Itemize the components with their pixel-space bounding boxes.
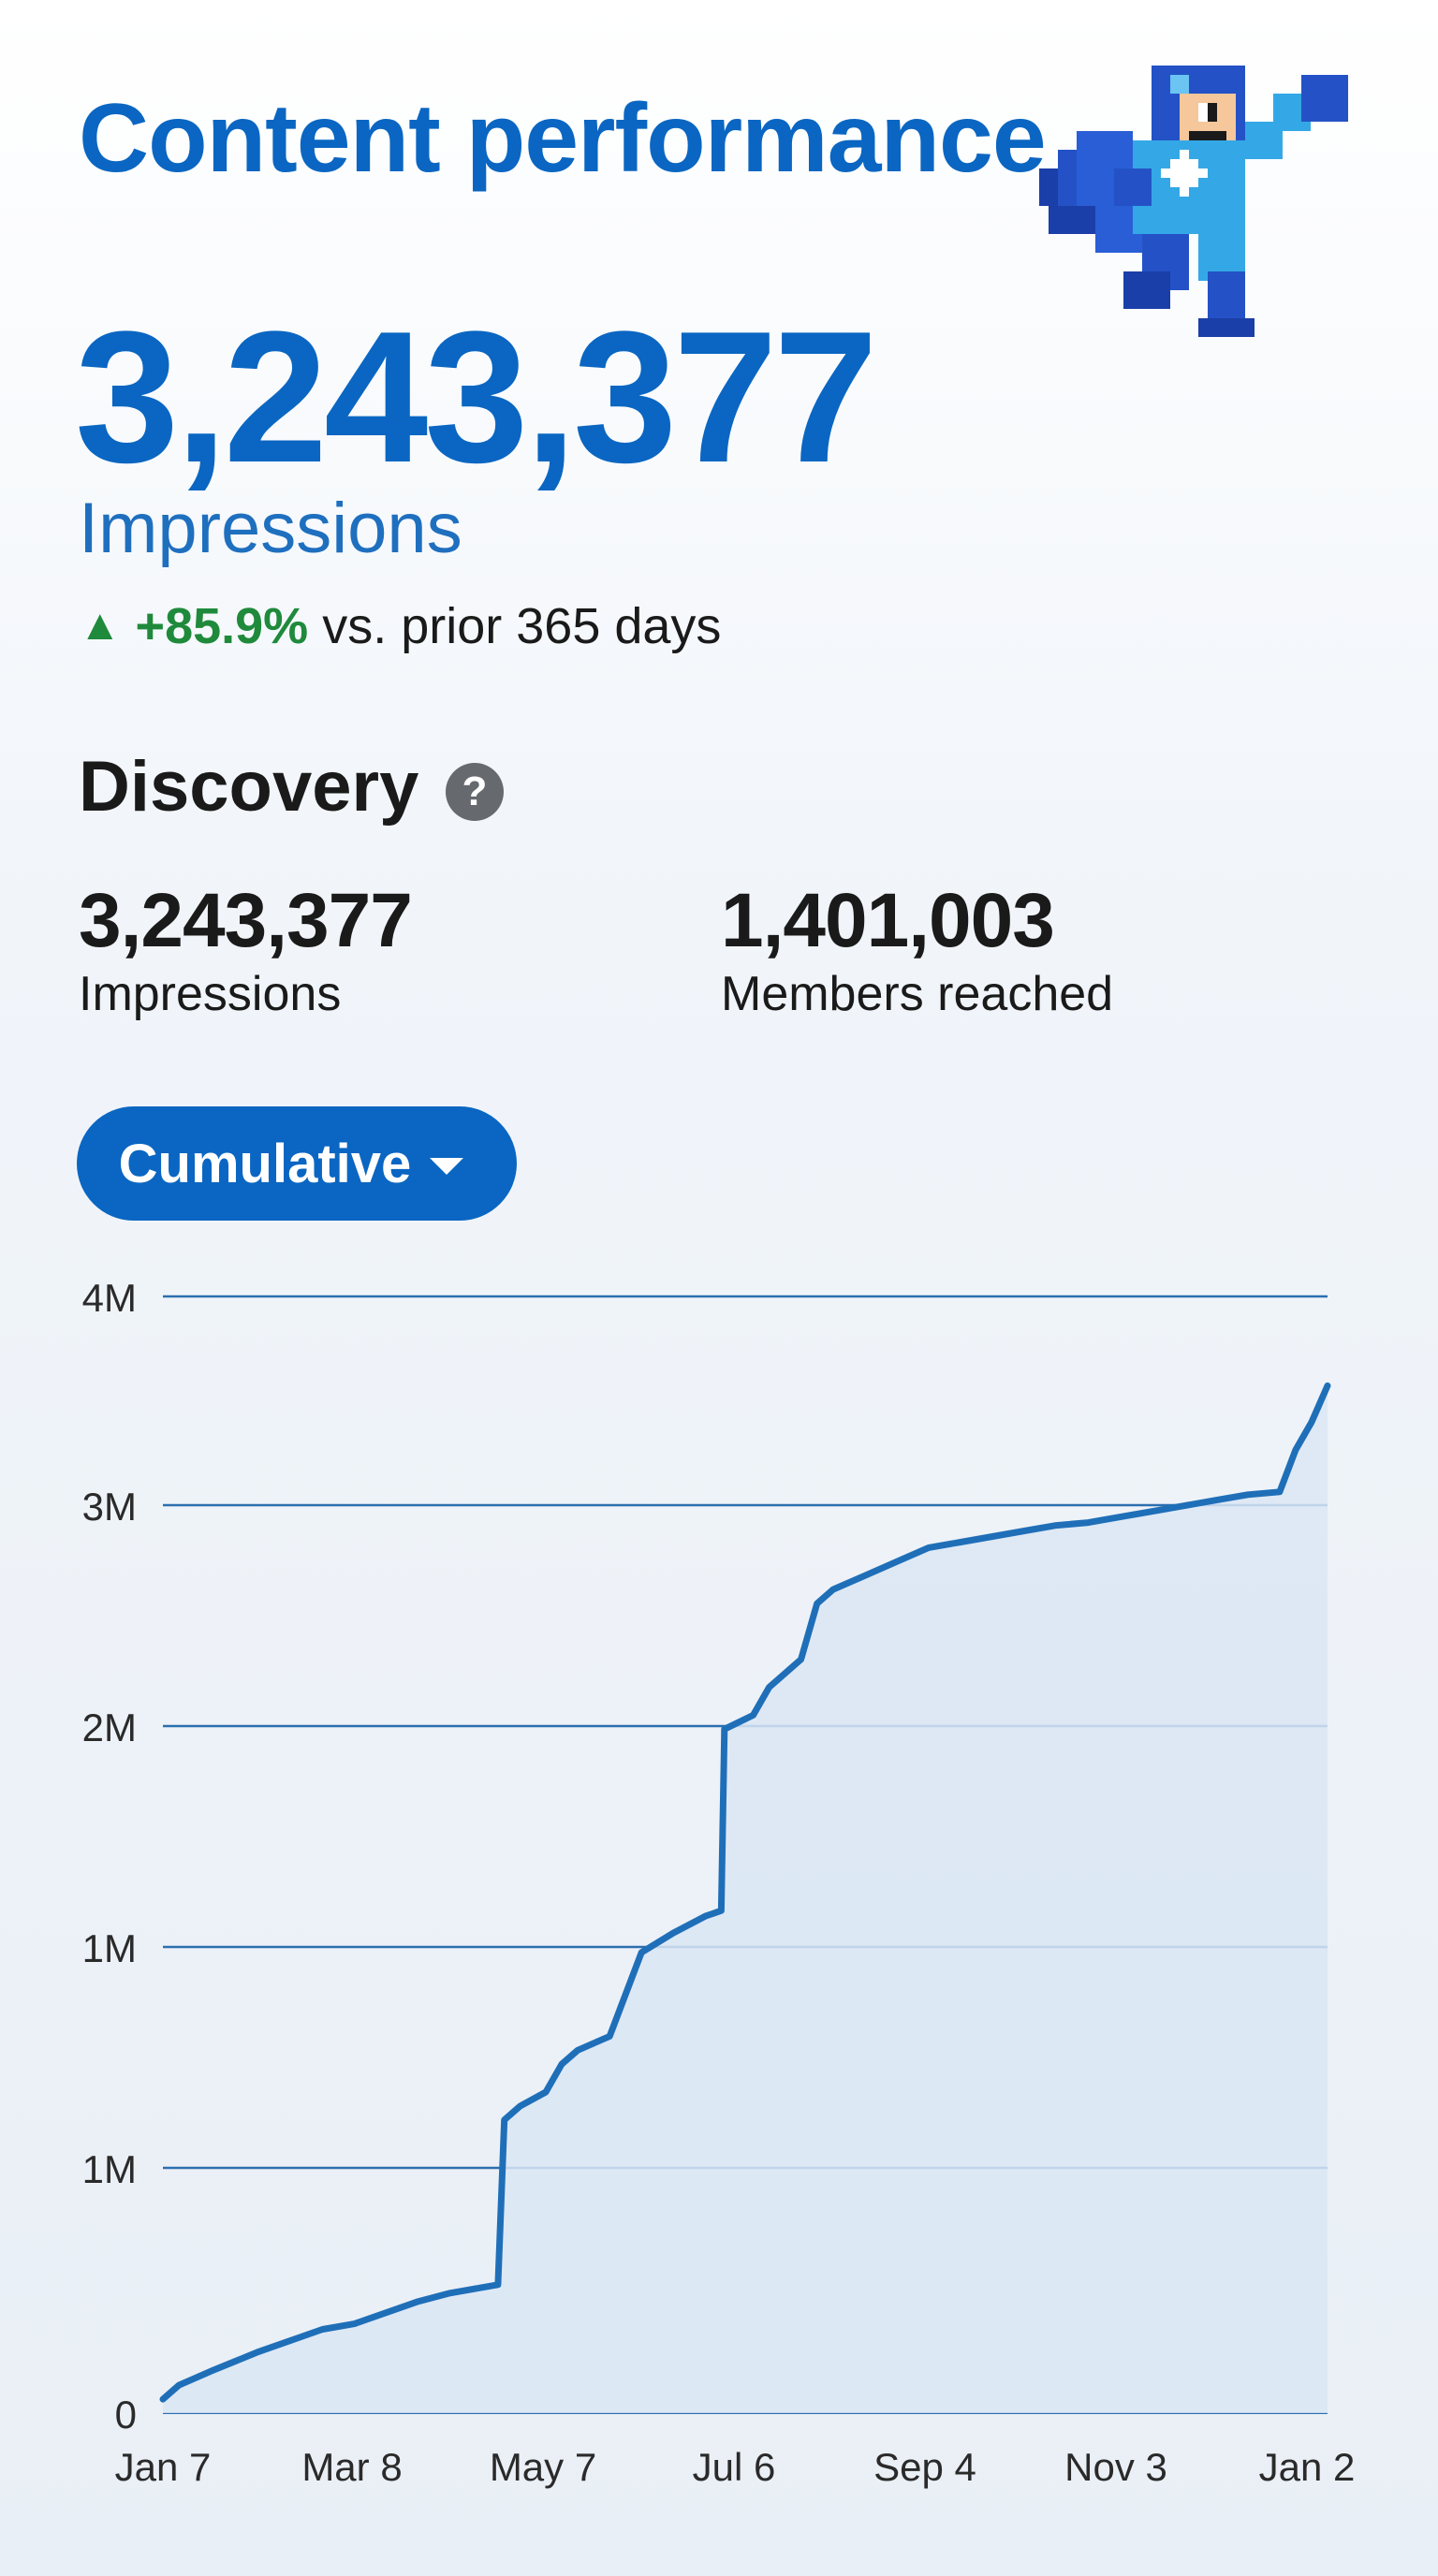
x-tick-label: Jan 7 [115,2445,212,2489]
page-title: Content performance [79,84,1047,193]
cumulative-dropdown[interactable]: Cumulative [77,1106,517,1221]
chart-area-fill [163,1385,1328,2413]
x-tick-label: Nov 3 [1064,2445,1167,2489]
members-reached-value: 1,401,003 [721,878,1055,963]
impressions-metric-value: 3,243,377 [79,878,413,963]
y-tick-label: 4M [82,1276,137,1320]
members-reached-label: Members reached [721,967,1114,1021]
x-tick-label: Mar 8 [301,2445,402,2489]
y-tick-label: 1M [82,1926,137,1970]
change-percentage: +85.9% [135,598,309,654]
y-tick-label: 1M [82,2147,137,2191]
x-tick-label: May 7 [490,2445,596,2489]
y-tick-label: 2M [82,1705,137,1749]
chevron-down-icon [430,1158,464,1175]
dropdown-label: Cumulative [118,1133,412,1194]
total-impressions-value: 3,243,377 [75,293,878,502]
impressions-change: ▲ +85.9% vs. prior 365 days [79,601,721,651]
pixel-hero-icon [1039,66,1348,337]
discovery-title: Discovery [79,747,419,827]
chart-series-line [159,1382,1331,2403]
trend-up-icon: ▲ [79,600,122,649]
question-mark-icon[interactable]: ? [446,763,504,821]
total-impressions-label: Impressions [79,489,462,568]
impressions-metric-label: Impressions [79,967,342,1021]
x-tick-label: Jul 6 [693,2445,776,2489]
y-tick-label: 0 [115,2393,137,2437]
y-tick-label: 3M [82,1485,137,1529]
x-tick-label: Sep 4 [873,2445,976,2489]
x-tick-label: Jan 2 [1259,2445,1356,2489]
change-comparison-text: vs. prior 365 days [322,598,722,654]
